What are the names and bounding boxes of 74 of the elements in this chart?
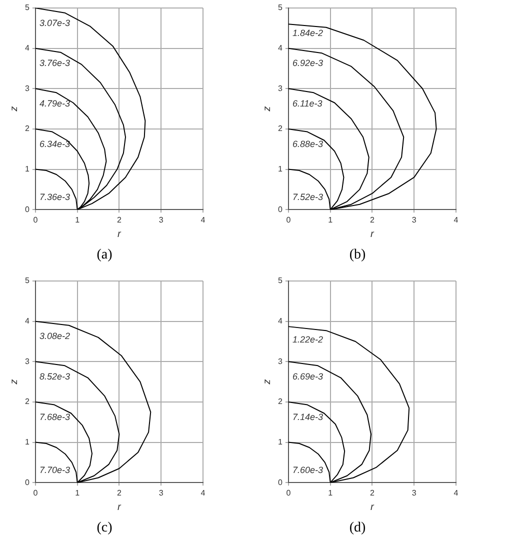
y-tick-label: 1 [278,164,283,174]
annotation: 8.52e-3 [39,371,70,382]
x-tick-label: 4 [200,216,206,225]
x-tick-label: 2 [117,488,122,498]
text: (c) [96,520,113,536]
x-tick-label: 3 [158,216,164,225]
y-tick-label: 0 [24,204,30,214]
annotation: 3.76e-3 [39,58,70,68]
x-tick-label: 1 [328,216,334,225]
annotation: 1.22e-2 [292,334,323,344]
annotation: 1.84e-2 [292,28,323,38]
y-tick-label: 0 [278,204,283,214]
annotation: 4.79e-3 [39,98,70,108]
x-tick-label: 3 [412,488,417,498]
y-tick-label: 3 [24,84,30,93]
y-tick-label: 1 [24,437,30,446]
y-tick-label: 2 [24,124,30,134]
y-tick-label: 4 [24,44,30,53]
x-tick-label: 1 [75,216,80,225]
annotation: 7.52e-3 [292,192,323,202]
y-tick-label: 4 [278,316,283,326]
x-axis-title: r [118,502,122,513]
y-axis-title: z [8,379,20,386]
x-tick-label: 2 [117,216,122,225]
x-tick-label: 3 [158,488,164,498]
x-tick-label: 2 [370,488,375,498]
x-tick-label: 1 [328,488,334,498]
x-tick-label: 3 [412,216,417,225]
y-axis-title: z [8,106,20,112]
x-tick-label: 1 [75,488,80,498]
x-tick-label: 4 [454,488,459,498]
y-tick-label: 5 [24,3,30,12]
annotation: 7.70e-3 [39,465,70,476]
y-axis-title: z [262,379,273,386]
y-tick-label: 0 [278,478,283,487]
annotation: 7.60e-3 [292,465,323,476]
x-tick-label: 0 [286,216,292,225]
text: (a) [96,247,113,262]
annotation: 3.08e-2 [39,331,70,342]
annotation: 6.88e-3 [292,138,323,149]
annotation: 6.92e-3 [292,58,323,68]
y-tick-label: 3 [278,84,283,93]
y-axis-title: z [262,106,273,112]
y-tick-label: 2 [278,397,283,406]
annotation: 6.69e-3 [292,371,323,382]
y-tick-label: 1 [24,164,30,174]
annotation: 6.11e-3 [292,98,322,108]
y-tick-label: 5 [278,276,283,286]
y-tick-label: 3 [278,356,283,366]
annotation: 7.68e-3 [39,412,70,422]
y-tick-label: 5 [24,276,30,286]
annotation: 7.14e-3 [292,412,323,422]
y-tick-label: 0 [24,478,30,487]
text: (b) [349,247,366,262]
y-tick-label: 1 [278,437,283,446]
x-tick-label: 0 [286,488,292,498]
annotation: 3.07e-3 [39,18,70,28]
y-tick-label: 4 [24,316,30,326]
y-tick-label: 5 [278,3,283,12]
annotation: 6.34e-3 [39,138,70,149]
y-tick-label: 2 [24,397,30,406]
x-tick-label: 4 [454,216,459,225]
x-axis-title: r [370,228,375,240]
text: (d) [349,520,366,536]
y-tick-label: 2 [278,124,283,134]
x-tick-label: 0 [33,488,38,498]
x-tick-label: 2 [370,216,375,225]
y-tick-label: 4 [278,44,283,53]
y-tick-label: 3 [24,356,30,366]
x-axis-title: r [370,502,375,513]
x-tick-label: 4 [200,488,206,498]
annotation: 7.36e-3 [39,192,70,202]
x-tick-label: 0 [33,216,38,225]
x-axis-title: r [118,228,122,240]
